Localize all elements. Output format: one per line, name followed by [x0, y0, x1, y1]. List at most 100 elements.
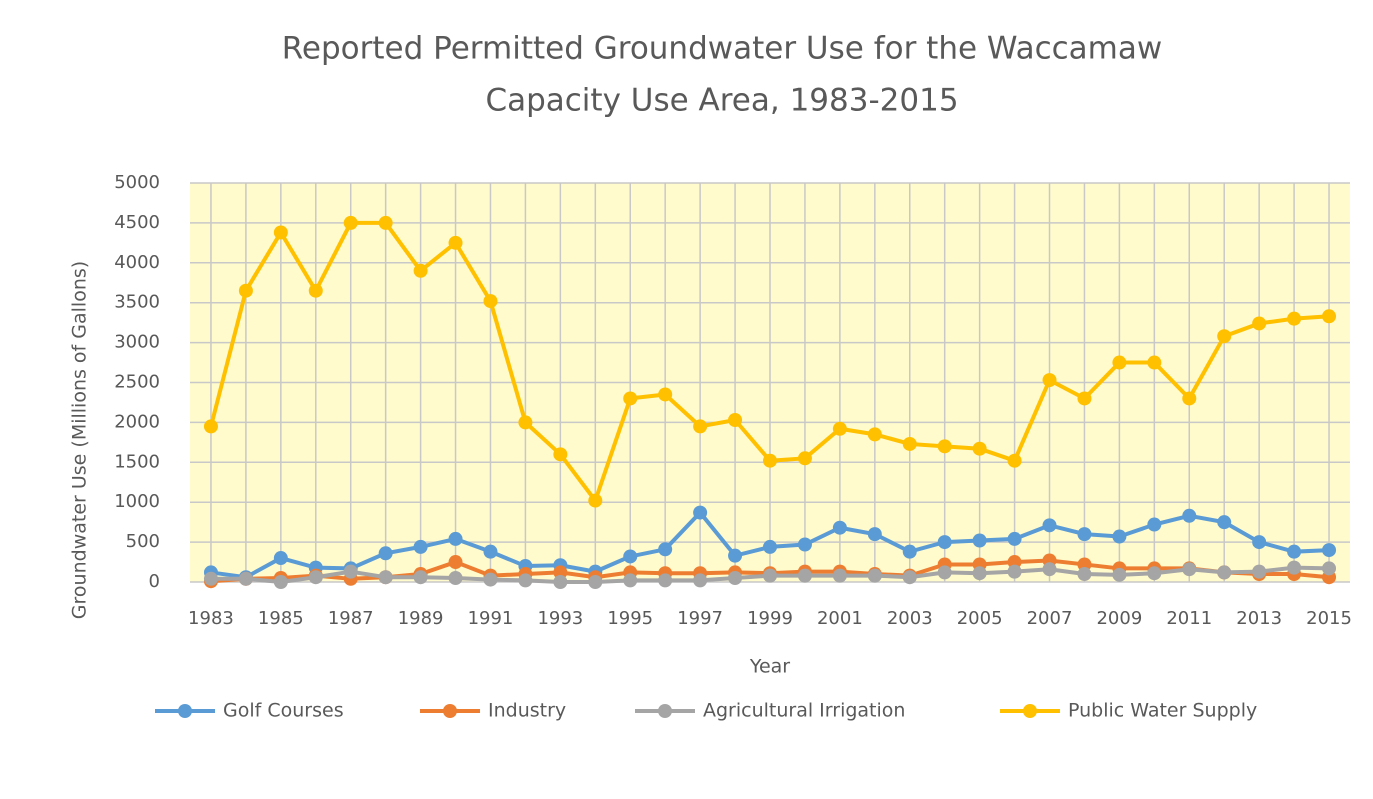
chart-title: Reported Permitted Groundwater Use for t…	[282, 31, 1162, 67]
data-point	[448, 571, 463, 586]
data-point	[658, 387, 673, 402]
data-point	[1112, 355, 1127, 370]
data-point	[588, 575, 603, 589]
x-tick-label: 2007	[1027, 608, 1073, 629]
data-point	[972, 533, 987, 548]
x-tick-label: 2011	[1166, 608, 1212, 629]
y-tick-label: 500	[126, 531, 160, 552]
data-point	[867, 568, 882, 583]
data-point	[413, 539, 428, 554]
data-point	[693, 573, 708, 588]
y-tick-label: 5000	[114, 172, 160, 193]
x-tick-label: 2009	[1096, 608, 1142, 629]
data-point	[378, 546, 393, 561]
data-point	[763, 453, 777, 468]
legend-label: Public Water Supply	[1068, 700, 1257, 722]
data-point	[832, 568, 847, 583]
data-point	[658, 542, 673, 557]
data-point	[378, 215, 393, 230]
x-tick-label: 1989	[398, 608, 444, 629]
data-point	[937, 439, 952, 454]
data-point	[763, 539, 777, 554]
data-point	[553, 575, 568, 589]
legend-label: Industry	[488, 700, 566, 722]
data-point	[1252, 564, 1267, 579]
data-point	[413, 263, 428, 278]
data-point	[832, 421, 847, 436]
data-point	[518, 573, 533, 588]
x-tick-label: 1995	[607, 608, 653, 629]
data-point	[867, 527, 882, 542]
x-tick-label: 1991	[468, 608, 514, 629]
data-point	[518, 415, 533, 430]
data-point	[972, 566, 987, 581]
data-point	[937, 565, 952, 580]
data-point	[1077, 527, 1092, 542]
legend-marker	[443, 704, 457, 718]
data-point	[1007, 564, 1022, 579]
x-tick-label: 1997	[677, 608, 723, 629]
data-point	[1182, 508, 1197, 523]
data-point	[1077, 391, 1092, 406]
data-point	[1147, 517, 1162, 532]
data-point	[1217, 565, 1232, 580]
data-point	[728, 548, 743, 563]
data-point	[483, 572, 498, 587]
data-point	[588, 493, 603, 508]
data-point	[1007, 453, 1022, 468]
data-point	[623, 391, 638, 406]
data-point	[1287, 311, 1302, 326]
data-point	[343, 564, 358, 579]
y-tick-label: 1000	[114, 491, 160, 512]
data-point	[1322, 309, 1337, 324]
data-point	[623, 573, 638, 588]
data-point	[867, 427, 882, 442]
legend-marker	[178, 704, 192, 718]
legend-label: Agricultural Irrigation	[703, 700, 905, 722]
legend-marker	[1023, 704, 1037, 718]
data-point	[1322, 561, 1337, 576]
data-point	[1287, 544, 1302, 559]
data-point	[448, 235, 463, 250]
data-point	[1147, 566, 1162, 581]
data-point	[1217, 515, 1232, 530]
data-point	[1182, 562, 1197, 577]
x-tick-label: 2005	[957, 608, 1003, 629]
data-point	[763, 568, 777, 583]
data-point	[902, 436, 917, 451]
x-tick-label: 2013	[1236, 608, 1282, 629]
data-point	[1042, 518, 1057, 533]
data-point	[902, 544, 917, 559]
data-point	[1077, 557, 1092, 572]
chart-title: Capacity Use Area, 1983-2015	[485, 83, 958, 119]
data-point	[797, 568, 812, 583]
x-tick-label: 1999	[747, 608, 793, 629]
x-tick-label: 2015	[1306, 608, 1352, 629]
data-point	[1322, 543, 1337, 558]
data-point	[238, 571, 253, 586]
data-point	[238, 283, 253, 298]
data-point	[553, 447, 568, 462]
data-point	[553, 565, 568, 580]
data-point	[1182, 391, 1197, 406]
x-tick-label: 1985	[258, 608, 304, 629]
y-tick-label: 0	[149, 571, 160, 592]
data-point	[728, 413, 743, 428]
y-axis-title: Groundwater Use (Millions of Gallons)	[69, 261, 91, 619]
data-point	[308, 283, 323, 298]
data-point	[273, 551, 288, 566]
data-point	[1217, 329, 1232, 344]
data-point	[1007, 555, 1022, 570]
data-point	[658, 573, 673, 588]
data-point	[448, 555, 463, 570]
data-point	[937, 535, 952, 550]
x-tick-label: 2001	[817, 608, 863, 629]
data-point	[693, 505, 708, 520]
data-point	[1042, 373, 1057, 388]
data-point	[1252, 535, 1267, 550]
data-point	[1287, 560, 1302, 575]
data-point	[1252, 316, 1267, 331]
y-tick-label: 3000	[114, 332, 160, 353]
y-tick-label: 4000	[114, 252, 160, 273]
